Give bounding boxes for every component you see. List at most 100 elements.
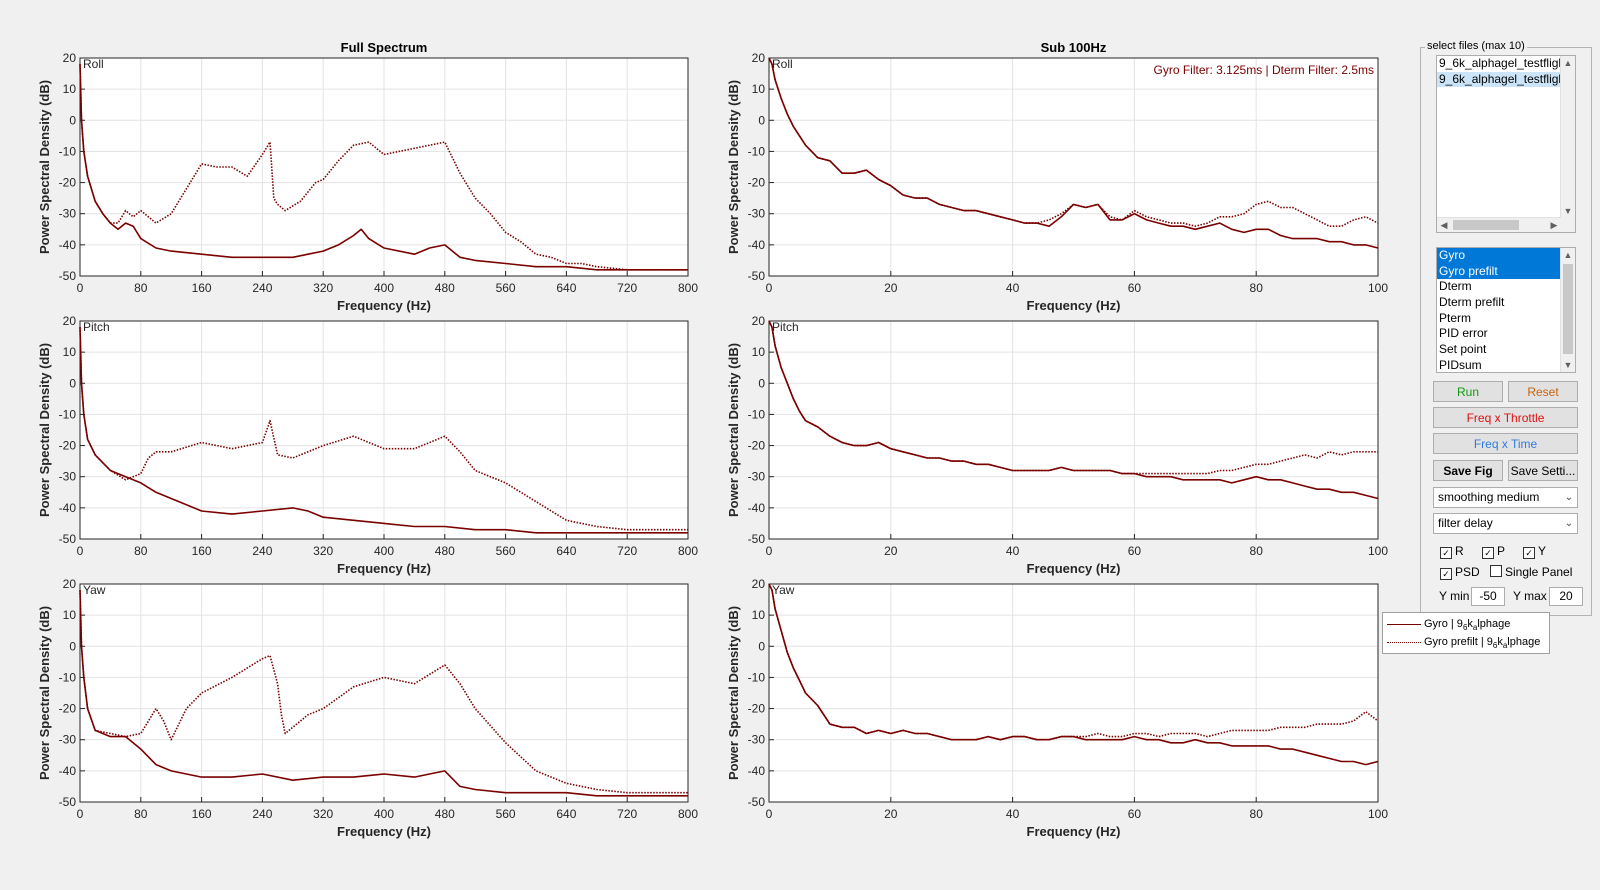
- signal-item-dterm-prefilt[interactable]: Dterm prefilt: [1439, 295, 1505, 310]
- signal-item-gyro[interactable]: Gyro: [1437, 248, 1575, 264]
- pitch-checkbox-label: P: [1497, 544, 1506, 558]
- y-tick-label: 0: [758, 113, 765, 127]
- y-axis-title: Power Spectral Density (dB): [37, 343, 52, 517]
- x-tick-label: 20: [884, 544, 898, 558]
- ymin-input[interactable]: -50: [1471, 587, 1505, 606]
- y-tick-label: -30: [748, 470, 766, 484]
- smoothing-dropdown[interactable]: smoothing medium ⌄: [1433, 487, 1578, 508]
- legend-swatch-dotted: [1387, 641, 1421, 643]
- file-item[interactable]: 9_6k_alphagel_testfligh: [1439, 56, 1566, 70]
- signal-item-gyro-prefilt[interactable]: Gyro prefilt: [1437, 263, 1575, 280]
- signal-item-pidsum[interactable]: PIDsum: [1439, 357, 1482, 372]
- signal-item-pid-error[interactable]: PID error: [1439, 326, 1488, 341]
- x-tick-label: 80: [134, 807, 148, 821]
- freq-time-button[interactable]: Freq x Time: [1433, 433, 1578, 454]
- x-axis-title: Frequency (Hz): [337, 824, 431, 839]
- x-tick-label: 0: [77, 807, 84, 821]
- signal-item-set-point[interactable]: Set point: [1439, 342, 1487, 357]
- psd-checkbox[interactable]: ✓ PSD: [1440, 564, 1480, 580]
- delay-dropdown[interactable]: filter delay ⌄: [1433, 513, 1578, 534]
- vscroll-thumb[interactable]: [1563, 264, 1573, 354]
- y-tick-label: -20: [59, 702, 77, 716]
- y-axis-title: Power Spectral Density (dB): [37, 606, 52, 780]
- y-tick-label: -50: [748, 269, 766, 283]
- y-tick-label: 0: [758, 639, 765, 653]
- pitch-checkbox[interactable]: ✓ P: [1482, 543, 1505, 559]
- y-tick-label: -40: [59, 238, 77, 252]
- file-item[interactable]: 9_6k_alphagel_testfligh: [1437, 71, 1575, 88]
- x-tick-label: 60: [1128, 807, 1142, 821]
- ymax-input[interactable]: 20: [1549, 587, 1583, 606]
- x-axis-title: Frequency (Hz): [337, 561, 431, 576]
- y-tick-label: 10: [752, 82, 766, 96]
- reset-button[interactable]: Reset: [1508, 381, 1578, 402]
- smoothing-value: smoothing medium: [1438, 490, 1540, 504]
- legend-item-gyro: Gyro | 96kalphage: [1387, 616, 1510, 632]
- legend-swatch-solid: [1387, 623, 1421, 625]
- series-line-gyro-prefilt: [79, 64, 688, 271]
- x-tick-label: 0: [77, 281, 84, 295]
- scroll-down-icon[interactable]: ▼: [1563, 206, 1573, 216]
- plot-area: [769, 584, 1378, 802]
- x-tick-label: 720: [617, 807, 637, 821]
- y-tick-label: -40: [748, 764, 766, 778]
- y-tick-label: 10: [63, 345, 77, 359]
- signal-item-pterm[interactable]: Pterm: [1439, 310, 1472, 325]
- y-tick-label: -20: [748, 702, 766, 716]
- y-tick-label: -40: [59, 764, 77, 778]
- y-tick-label: 10: [63, 82, 77, 96]
- x-tick-label: 480: [435, 544, 455, 558]
- scroll-up-icon[interactable]: ▲: [1563, 58, 1573, 68]
- y-axis-title: Power Spectral Density (dB): [726, 343, 741, 517]
- check-icon: ✓: [1440, 568, 1452, 580]
- file-list-vscroll[interactable]: ▲ ▼: [1560, 56, 1575, 232]
- series-line-gyro-prefilt: [768, 320, 1378, 475]
- scroll-left-icon[interactable]: ◀: [1440, 220, 1448, 230]
- hscroll-thumb[interactable]: [1453, 220, 1519, 230]
- x-axis-title: Frequency (Hz): [1027, 298, 1121, 313]
- y-tick-label: -40: [748, 501, 766, 515]
- plot-frame: [768, 583, 1379, 803]
- yaw-checkbox-label: Y: [1538, 544, 1547, 558]
- y-tick-label: -30: [59, 733, 77, 747]
- scroll-up-icon[interactable]: ▲: [1563, 250, 1573, 260]
- signal-list-vscroll[interactable]: ▲ ▼: [1560, 248, 1575, 372]
- axis-label-pitch: Pitch: [772, 320, 799, 334]
- file-select-title: select files (max 10): [1425, 40, 1527, 52]
- scroll-down-icon[interactable]: ▼: [1563, 360, 1573, 370]
- chart-title: Sub 100Hz: [1041, 40, 1107, 55]
- y-tick-label: -50: [59, 795, 77, 809]
- x-tick-label: 80: [134, 281, 148, 295]
- single-panel-checkbox[interactable]: Single Panel: [1490, 564, 1572, 580]
- x-tick-label: 800: [678, 807, 698, 821]
- signal-listbox[interactable]: Gyro Gyro prefilt Dterm Dterm prefilt Pt…: [1436, 247, 1576, 373]
- file-list-hscroll[interactable]: ◀ ▶: [1437, 217, 1561, 232]
- y-tick-label: -10: [59, 144, 77, 158]
- y-tick-label: -20: [748, 176, 766, 190]
- y-tick-label: -10: [748, 407, 766, 421]
- yaw-checkbox[interactable]: ✓ Y: [1523, 543, 1546, 559]
- save-settings-button[interactable]: Save Setti...: [1508, 460, 1578, 481]
- run-button[interactable]: Run: [1433, 381, 1503, 402]
- x-tick-label: 240: [252, 281, 272, 295]
- freq-throttle-button[interactable]: Freq x Throttle: [1433, 407, 1578, 428]
- legend-sub: a: [1502, 641, 1508, 651]
- x-tick-label: 80: [134, 544, 148, 558]
- signal-item-dterm[interactable]: Dterm: [1439, 279, 1472, 294]
- y-tick-label: 20: [63, 314, 77, 328]
- x-axis-title: Frequency (Hz): [1027, 561, 1121, 576]
- filter-delay-annotation: Gyro Filter: 3.125ms | Dterm Filter: 2.5…: [1154, 63, 1375, 77]
- y-tick-label: -50: [59, 269, 77, 283]
- x-tick-label: 720: [617, 544, 637, 558]
- x-tick-label: 160: [192, 281, 212, 295]
- y-tick-label: 20: [63, 577, 77, 591]
- file-listbox[interactable]: 9_6k_alphagel_testfligh 9_6k_alphagel_te…: [1436, 55, 1576, 233]
- roll-checkbox[interactable]: ✓ R: [1440, 543, 1464, 559]
- scroll-right-icon[interactable]: ▶: [1550, 220, 1558, 230]
- plot-frame: [768, 57, 1379, 277]
- x-tick-label: 0: [77, 544, 84, 558]
- save-fig-button[interactable]: Save Fig: [1433, 460, 1503, 481]
- spectrum-plots: 0 80 160 240 320 400 480 560 640 720 80020100-10-2…: [37, 40, 1388, 839]
- y-tick-label: -30: [748, 733, 766, 747]
- axis-label-pitch: Pitch: [83, 320, 110, 334]
